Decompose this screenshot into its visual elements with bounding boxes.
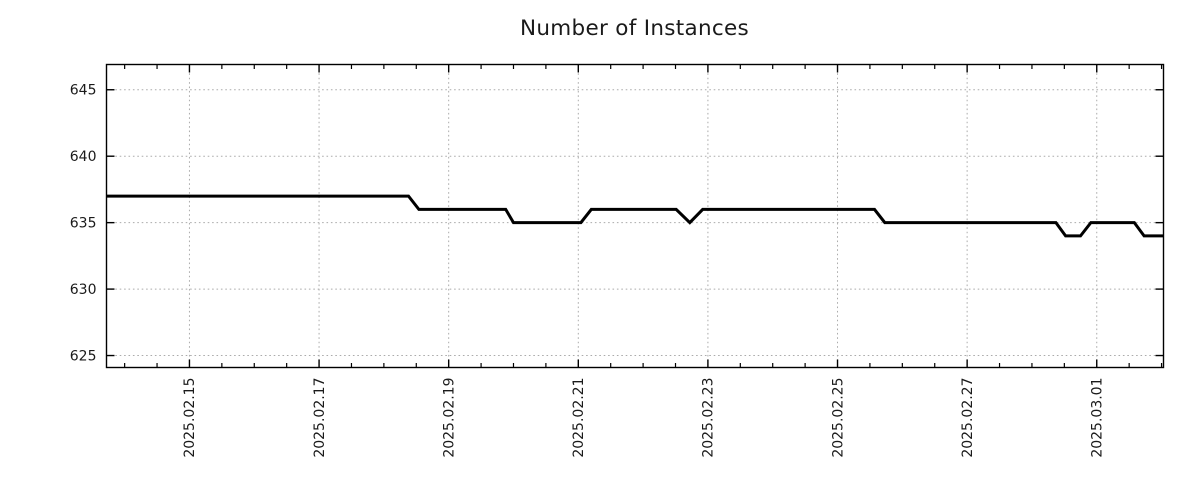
y-tick-label: 645 bbox=[70, 83, 97, 99]
x-tick-label: 2025.02.15 bbox=[182, 378, 198, 458]
y-tick-label: 635 bbox=[70, 215, 97, 231]
y-tick-label: 630 bbox=[70, 282, 97, 298]
x-tick-label: 2025.02.19 bbox=[441, 378, 457, 458]
x-tick-label: 2025.02.25 bbox=[830, 378, 846, 458]
x-tick-label: 2025.02.17 bbox=[312, 378, 328, 458]
y-tick-label: 625 bbox=[70, 348, 97, 364]
chart-title: Number of Instances bbox=[519, 16, 750, 41]
series-line-instances bbox=[106, 194, 1164, 238]
x-tick-label: 2025.02.27 bbox=[960, 378, 976, 458]
x-tick-label: 2025.03.01 bbox=[1090, 378, 1106, 458]
x-tick-label: 2025.02.23 bbox=[701, 378, 717, 458]
plot-border bbox=[105, 63, 1165, 369]
x-tick-label: 2025.02.21 bbox=[571, 378, 587, 458]
y-tick-label: 640 bbox=[70, 149, 97, 165]
